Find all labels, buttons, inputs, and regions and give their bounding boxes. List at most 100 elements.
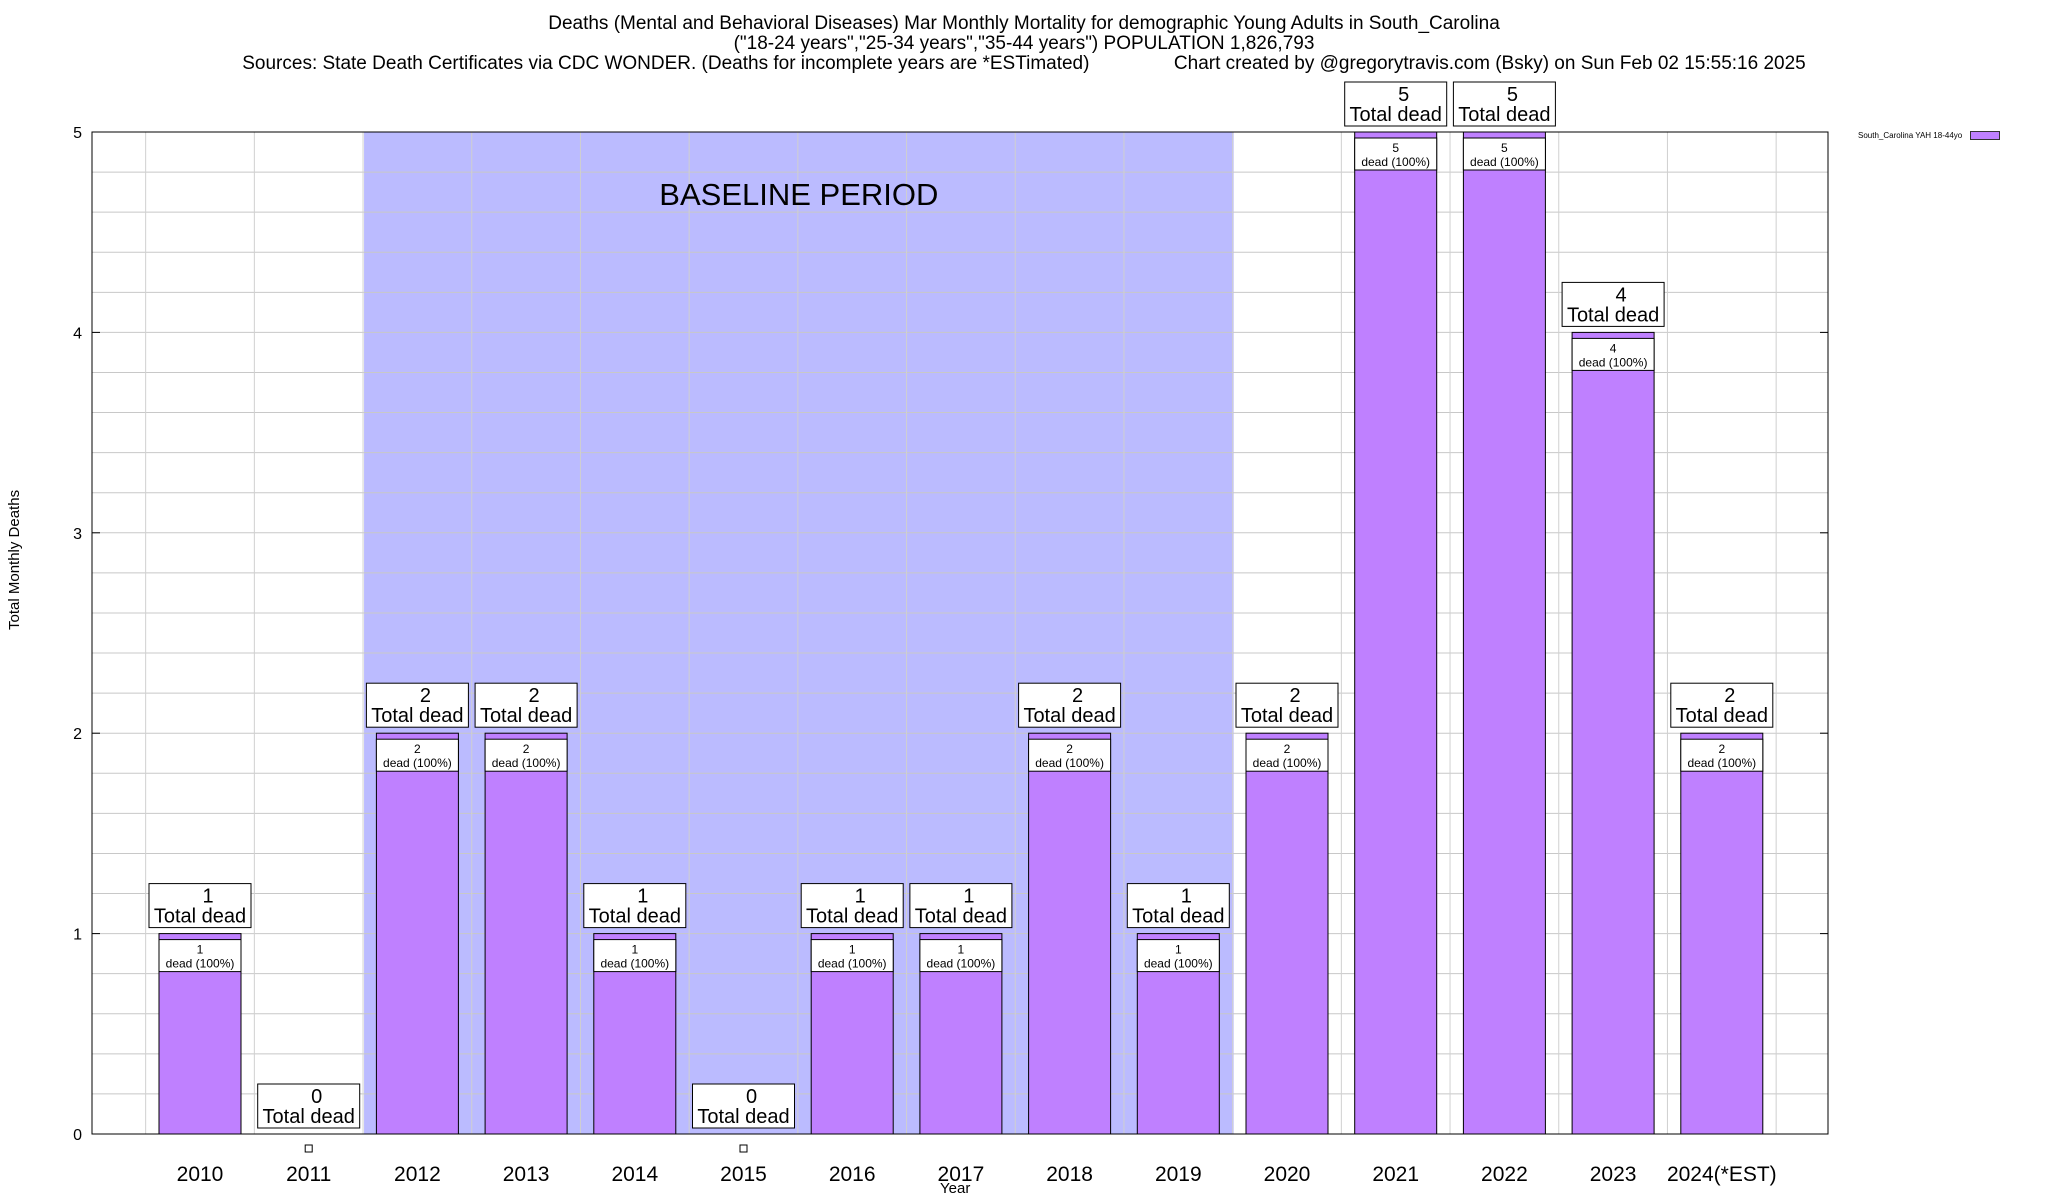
total-label-box <box>474 682 578 728</box>
inner-label-text: dead (100%) <box>1361 155 1430 169</box>
baseline-period-label: BASELINE PERIOD <box>659 177 938 212</box>
inner-label-count: 2 <box>1284 742 1291 756</box>
inner-label-text: dead (100%) <box>1579 355 1648 369</box>
chart-title-line-2: ("18-24 years","25-34 years","35-44 year… <box>733 33 1315 54</box>
zero-marker <box>739 1144 748 1153</box>
inner-label-box <box>1136 939 1220 973</box>
zero-marker <box>304 1144 313 1153</box>
inner-label-count: 4 <box>1610 341 1617 355</box>
inner-label-box <box>1462 137 1546 171</box>
x-axis-label: Year <box>940 1180 971 1197</box>
x-tick-label: 2018 <box>1046 1163 1093 1186</box>
total-label-count: 2 <box>1289 685 1300 707</box>
x-tick-label: 2012 <box>394 1163 441 1186</box>
bar <box>1462 131 1546 1135</box>
total-label-text: Total dead <box>1241 705 1333 727</box>
y-axis-label: Total Monthly Deaths <box>6 489 23 630</box>
inner-label-count: 5 <box>1501 141 1508 155</box>
chart-title-line-1: Deaths (Mental and Behavioral Diseases) … <box>548 13 1500 34</box>
inner-label-count: 1 <box>849 943 856 957</box>
inner-label-box <box>158 939 242 973</box>
total-label-box <box>365 682 469 728</box>
total-label-box <box>692 1083 795 1129</box>
bar <box>375 732 459 1135</box>
total-label-box <box>583 883 687 929</box>
total-label-box <box>1561 281 1665 327</box>
total-label-count: 2 <box>1724 685 1735 707</box>
total-label-count: 1 <box>637 886 648 908</box>
inner-label-text: dead (100%) <box>1253 756 1322 770</box>
total-label-count: 1 <box>855 886 866 908</box>
total-label-count: 0 <box>746 1086 757 1108</box>
x-tick-label: 2016 <box>829 1163 876 1186</box>
total-label-box <box>1670 682 1774 728</box>
inner-label-text: dead (100%) <box>1144 957 1213 971</box>
inner-label-box <box>1354 137 1438 171</box>
bar <box>1028 732 1112 1135</box>
total-label-box <box>800 883 904 929</box>
total-label-text: Total dead <box>1023 705 1115 727</box>
y-tick-label: 3 <box>73 526 82 543</box>
total-label-text: Total dead <box>915 906 1007 928</box>
total-label-box <box>148 883 252 929</box>
inner-label-box <box>375 738 459 772</box>
inner-label-count: 2 <box>414 742 421 756</box>
inner-label-box <box>919 939 1003 973</box>
inner-label-text: dead (100%) <box>1470 155 1539 169</box>
inner-label-count: 1 <box>631 943 638 957</box>
inner-label-box <box>484 738 568 772</box>
total-label-text: Total dead <box>1676 705 1768 727</box>
inner-label-box <box>810 939 894 973</box>
x-tick-label: 2013 <box>503 1163 550 1186</box>
total-label-box <box>1126 883 1230 929</box>
total-label-text: Total dead <box>806 906 898 928</box>
inner-label-count: 1 <box>958 943 965 957</box>
inner-label-text: dead (100%) <box>166 957 235 971</box>
chart-title-line-3: Sources: State Death Certificates via CD… <box>242 53 1806 74</box>
inner-label-box <box>1571 337 1655 371</box>
total-label-text: Total dead <box>263 1106 355 1128</box>
bar <box>484 732 568 1135</box>
x-tick-label: 2023 <box>1590 1163 1637 1186</box>
total-label-box <box>257 1083 361 1129</box>
total-label-text: Total dead <box>1132 906 1224 928</box>
total-label-count: 1 <box>1181 886 1192 908</box>
total-label-text: Total dead <box>697 1106 789 1128</box>
y-tick-label: 5 <box>73 125 82 142</box>
inner-label-text: dead (100%) <box>492 756 561 770</box>
inner-label-count: 2 <box>523 742 530 756</box>
x-tick-label: 2011 <box>286 1163 331 1186</box>
y-tick-label: 0 <box>73 1127 82 1144</box>
inner-label-count: 1 <box>1175 943 1182 957</box>
x-tick-label: 2022 <box>1481 1163 1528 1186</box>
total-label-text: Total dead <box>1458 104 1550 126</box>
total-label-count: 5 <box>1398 84 1409 106</box>
total-label-count: 4 <box>1616 284 1627 306</box>
total-label-count: 2 <box>1072 685 1083 707</box>
total-label-box <box>1344 81 1448 127</box>
total-label-count: 1 <box>963 886 974 908</box>
total-label-text: Total dead <box>1567 304 1659 326</box>
x-tick-label: 2020 <box>1264 1163 1311 1186</box>
x-tick-label: 2015 <box>720 1163 767 1186</box>
total-label-count: 2 <box>420 685 431 707</box>
bar <box>1354 131 1438 1135</box>
x-tick-label: 2024(*EST) <box>1667 1163 1777 1186</box>
total-label-text: Total dead <box>1350 104 1442 126</box>
total-label-text: Total dead <box>371 705 463 727</box>
inner-label-box <box>1028 738 1112 772</box>
total-label-box <box>909 883 1013 929</box>
x-tick-label: 2021 <box>1372 1163 1419 1186</box>
total-label-box <box>1018 682 1122 728</box>
total-label-count: 1 <box>202 886 213 908</box>
total-label-count: 5 <box>1507 84 1518 106</box>
inner-label-box <box>1245 738 1329 772</box>
inner-label-count: 2 <box>1066 742 1073 756</box>
x-tick-label: 2019 <box>1155 1163 1202 1186</box>
total-label-box <box>1452 81 1556 127</box>
legend-swatch <box>1970 131 2001 141</box>
inner-label-box <box>1680 738 1764 772</box>
legend: South_Carolina YAH 18-44yo <box>1858 131 2001 141</box>
inner-label-text: dead (100%) <box>1035 756 1104 770</box>
